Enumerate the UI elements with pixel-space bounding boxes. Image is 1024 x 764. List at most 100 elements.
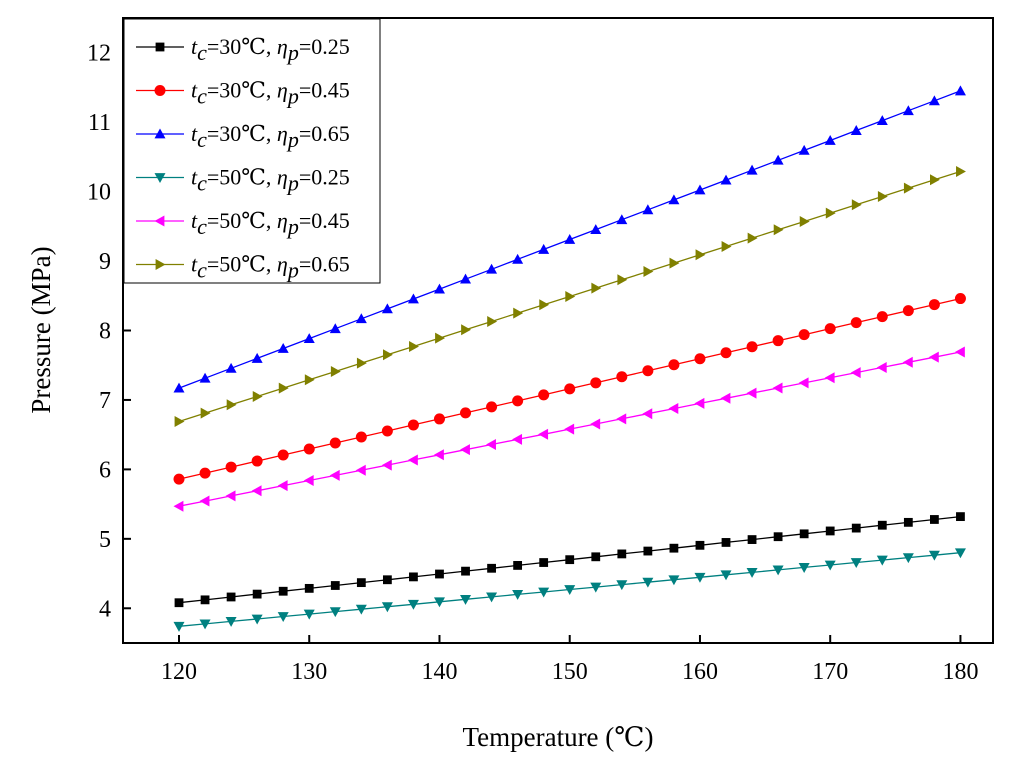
legend-label-part: t xyxy=(191,121,198,146)
legend-label: tc=30℃, ηp=0.45 xyxy=(191,78,350,109)
marker-triangle-right xyxy=(304,374,315,386)
marker-circle xyxy=(668,359,680,371)
x-tick-label: 180 xyxy=(942,659,978,685)
marker-triangle-up xyxy=(173,382,185,393)
series-1 xyxy=(174,512,965,608)
legend-label-part: =30℃, xyxy=(207,121,277,146)
y-tick-label: 5 xyxy=(99,527,111,553)
marker-square xyxy=(356,578,366,588)
marker-square xyxy=(155,42,165,52)
marker-triangle-up xyxy=(720,174,732,185)
marker-circle xyxy=(251,455,263,467)
marker-triangle-up xyxy=(876,115,888,126)
marker-square xyxy=(851,523,861,533)
marker-triangle-right xyxy=(929,174,940,186)
marker-square xyxy=(278,586,288,596)
marker-triangle-down xyxy=(460,594,472,605)
marker-triangle-up xyxy=(850,125,862,135)
marker-triangle-left xyxy=(720,392,731,404)
marker-circle xyxy=(329,437,341,449)
marker-triangle-down xyxy=(902,553,914,564)
marker-circle xyxy=(538,389,550,401)
marker-triangle-left xyxy=(772,382,783,394)
marker-triangle-down xyxy=(746,567,758,578)
marker-square xyxy=(591,552,601,562)
legend-label-part: c xyxy=(197,258,207,283)
legend-label-part: =0.45 xyxy=(299,78,350,103)
marker-triangle-down xyxy=(173,621,185,632)
marker-triangle-right xyxy=(617,274,628,286)
series-6 xyxy=(174,165,966,427)
marker-circle xyxy=(798,329,810,341)
marker-triangle-left xyxy=(381,459,392,471)
marker-triangle-down xyxy=(154,173,166,183)
legend-label-part: =50℃, xyxy=(207,208,277,233)
marker-triangle-left xyxy=(512,433,523,445)
legend-label-part: =50℃, xyxy=(207,252,277,277)
marker-triangle-up xyxy=(251,352,263,363)
y-tick-label: 7 xyxy=(99,388,111,414)
marker-triangle-right xyxy=(252,390,263,402)
marker-triangle-right xyxy=(174,415,185,427)
marker-triangle-up xyxy=(954,85,966,96)
marker-square xyxy=(461,566,470,576)
marker-triangle-right xyxy=(539,299,550,311)
marker-triangle-right xyxy=(356,357,367,369)
marker-triangle-right xyxy=(747,232,758,244)
legend-label-part: =30℃, xyxy=(207,34,277,59)
marker-triangle-right xyxy=(382,349,393,361)
marker-circle xyxy=(564,383,576,395)
marker-triangle-up xyxy=(928,95,940,106)
marker-square xyxy=(200,595,210,605)
marker-triangle-up xyxy=(798,144,810,155)
marker-square xyxy=(513,561,523,570)
marker-triangle-up xyxy=(199,372,211,383)
legend-label-part: c xyxy=(197,214,207,239)
marker-triangle-left xyxy=(355,464,366,476)
marker-triangle-down xyxy=(798,563,810,573)
legend-label-part: p xyxy=(286,127,299,152)
marker-triangle-up xyxy=(277,343,289,353)
marker-triangle-left xyxy=(154,215,165,227)
legend-label-part: t xyxy=(191,78,198,103)
marker-triangle-down xyxy=(850,558,862,569)
marker-triangle-right xyxy=(773,224,784,236)
marker-triangle-right xyxy=(825,207,836,219)
y-tick-label: 11 xyxy=(88,110,111,136)
marker-triangle-right xyxy=(877,190,888,202)
marker-triangle-up xyxy=(902,105,914,116)
marker-circle xyxy=(381,425,393,437)
marker-triangle-left xyxy=(616,413,627,425)
marker-circle xyxy=(433,413,445,425)
y-tick-label: 10 xyxy=(87,180,111,206)
marker-triangle-left xyxy=(642,408,653,420)
marker-triangle-up xyxy=(486,263,498,274)
series-3 xyxy=(173,85,966,393)
marker-triangle-down xyxy=(772,565,784,576)
marker-square xyxy=(877,520,887,530)
marker-triangle-right xyxy=(903,182,914,194)
legend-label: tc=30℃, ηp=0.65 xyxy=(191,121,350,152)
legend-label-part: η xyxy=(277,252,288,277)
marker-circle xyxy=(512,395,524,407)
marker-triangle-left xyxy=(199,495,210,507)
marker-triangle-left xyxy=(251,485,262,497)
marker-square xyxy=(539,558,549,567)
marker-triangle-down xyxy=(277,612,289,623)
marker-triangle-up xyxy=(460,273,472,284)
marker-triangle-down xyxy=(433,597,445,608)
legend-label: tc=50℃, ηp=0.25 xyxy=(191,165,350,196)
marker-triangle-right xyxy=(956,165,966,177)
marker-square xyxy=(565,555,575,565)
marker-triangle-right xyxy=(226,399,237,411)
legend-label-part: =30℃, xyxy=(207,78,277,103)
marker-triangle-right xyxy=(695,249,706,261)
marker-triangle-right xyxy=(330,365,341,377)
marker-triangle-right xyxy=(200,407,211,419)
marker-triangle-left xyxy=(876,361,887,373)
legend-label-part: p xyxy=(286,40,299,65)
marker-triangle-right xyxy=(513,307,524,319)
marker-triangle-left xyxy=(538,428,549,440)
marker-triangle-up xyxy=(746,164,758,175)
